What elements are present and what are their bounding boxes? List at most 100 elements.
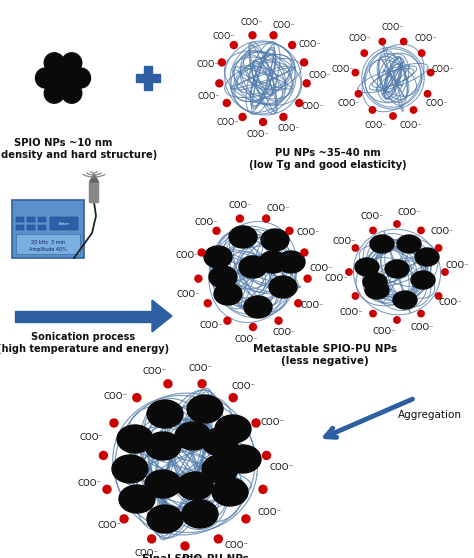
Ellipse shape [177,472,213,500]
Text: COO⁻: COO⁻ [360,212,384,221]
Text: COO⁻: COO⁻ [430,227,454,235]
Circle shape [259,118,266,126]
Ellipse shape [370,235,394,253]
Text: COO⁻: COO⁻ [278,124,301,133]
Circle shape [195,275,202,282]
Text: COO⁻: COO⁻ [194,218,218,227]
Text: COO⁻: COO⁻ [142,368,166,377]
Ellipse shape [261,229,289,251]
Circle shape [428,69,434,76]
Ellipse shape [175,422,211,450]
Circle shape [280,113,287,121]
Circle shape [147,535,155,543]
Circle shape [304,275,311,282]
Circle shape [230,41,237,49]
Polygon shape [152,300,172,332]
Text: COO⁻: COO⁻ [199,321,223,330]
Circle shape [379,39,385,45]
Circle shape [303,80,310,87]
Circle shape [301,249,308,256]
Circle shape [370,227,376,234]
Ellipse shape [259,251,287,273]
Circle shape [133,393,141,402]
Circle shape [361,50,367,56]
Text: COO⁻: COO⁻ [432,65,455,74]
Text: COO⁻: COO⁻ [266,204,290,213]
Circle shape [352,293,359,299]
Circle shape [62,53,82,73]
FancyBboxPatch shape [16,234,80,254]
Ellipse shape [229,226,257,248]
Ellipse shape [212,478,248,506]
Circle shape [110,419,118,427]
Text: COO⁻: COO⁻ [273,328,296,337]
Circle shape [249,32,256,39]
Text: COO⁻: COO⁻ [373,327,396,336]
Text: COO⁻: COO⁻ [414,35,437,44]
Ellipse shape [147,400,183,428]
Ellipse shape [112,455,148,483]
Circle shape [296,99,303,107]
Circle shape [242,515,250,523]
Text: COO⁻: COO⁻ [78,479,102,488]
Text: COO⁻: COO⁻ [438,298,462,307]
Ellipse shape [363,273,387,291]
Circle shape [295,300,302,307]
FancyBboxPatch shape [50,217,78,230]
Text: COO⁻: COO⁻ [382,22,404,31]
Text: SPIO NPs ~10 nm
(high density and hard structure): SPIO NPs ~10 nm (high density and hard s… [0,138,158,160]
Text: COO⁻: COO⁻ [198,92,220,101]
Circle shape [394,221,400,227]
Text: COO⁻: COO⁻ [309,264,333,273]
Circle shape [263,215,270,222]
Text: Aggregation: Aggregation [398,410,462,420]
Circle shape [44,53,64,73]
Ellipse shape [202,428,238,456]
Circle shape [249,324,256,330]
Circle shape [270,32,277,39]
Ellipse shape [239,256,267,278]
Text: COO⁻: COO⁻ [398,208,421,217]
Circle shape [224,317,231,324]
Text: COO⁻: COO⁻ [257,508,281,517]
Circle shape [62,83,82,103]
Text: COO⁻: COO⁻ [80,432,104,441]
Circle shape [352,245,359,251]
Text: COO⁻: COO⁻ [325,274,348,283]
Text: COO⁻: COO⁻ [246,130,269,140]
FancyBboxPatch shape [38,225,46,230]
Circle shape [229,393,237,402]
Circle shape [286,227,293,234]
Text: COO⁻: COO⁻ [273,21,295,30]
Text: COO⁻: COO⁻ [241,17,264,27]
Text: Metastable SPIO-PU NPs
(less negative): Metastable SPIO-PU NPs (less negative) [253,344,397,365]
Ellipse shape [365,281,389,299]
Ellipse shape [385,260,409,278]
Circle shape [289,41,296,49]
Circle shape [394,317,400,323]
Text: COO⁻: COO⁻ [231,382,255,391]
Text: Sonication process
(high temperature and energy): Sonication process (high temperature and… [0,332,169,354]
Circle shape [410,107,417,113]
Circle shape [164,380,172,388]
Text: COO⁻: COO⁻ [309,71,331,80]
Circle shape [213,227,220,234]
Circle shape [352,69,359,76]
Ellipse shape [145,470,181,498]
Ellipse shape [119,485,155,513]
Circle shape [216,80,223,87]
Circle shape [370,310,376,317]
Circle shape [355,90,362,97]
Text: COO⁻: COO⁻ [196,60,219,69]
Text: COO⁻: COO⁻ [217,118,239,127]
Circle shape [181,542,189,550]
Circle shape [237,215,243,222]
Ellipse shape [355,258,379,276]
Ellipse shape [187,395,223,423]
Circle shape [424,90,431,97]
Circle shape [369,107,376,113]
Text: COO⁻: COO⁻ [399,122,422,131]
Ellipse shape [411,271,435,289]
Circle shape [204,300,211,307]
Ellipse shape [204,246,232,268]
